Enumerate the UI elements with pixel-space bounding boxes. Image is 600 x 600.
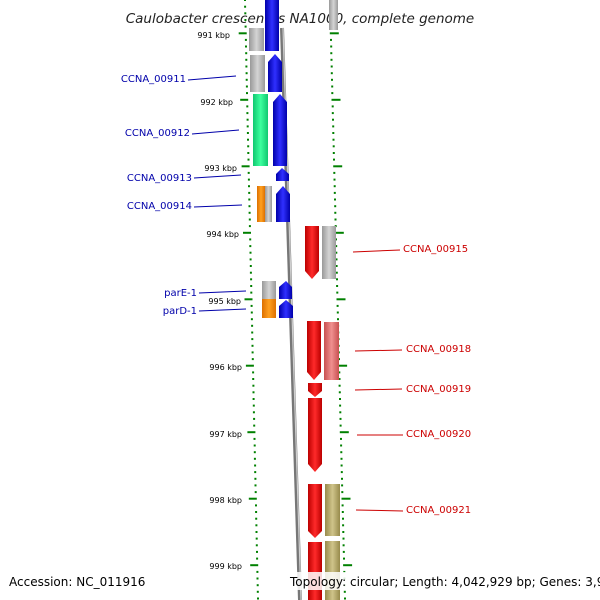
scale-labels: 991 kbp 992 kbp 993 kbp 994 kbp 995 kbp … (197, 31, 242, 571)
scale-label: 996 kbp (209, 363, 242, 372)
scale-label: 999 kbp (209, 562, 242, 571)
leader-line (354, 349, 403, 352)
gene-labels: CCNA_00911 CCNA_00912 CCNA_00913 CCNA_00… (121, 74, 471, 516)
leader-line (198, 290, 247, 294)
gene-arrow-reverse (308, 484, 322, 538)
leader-line (187, 75, 237, 81)
leader-line (191, 129, 240, 135)
gene-label[interactable]: CCNA_00918 (406, 344, 471, 355)
leader-line (355, 509, 404, 512)
gene-label[interactable]: parE-1 (164, 288, 197, 299)
feature-block-green (253, 94, 268, 166)
leader-line (352, 249, 401, 253)
forward-feature-track (249, 28, 276, 318)
reverse-feature-track (322, 0, 340, 600)
gene-arrow-forward (265, 0, 279, 51)
feature-block-grey (322, 226, 336, 279)
feature-block-orange (262, 299, 276, 318)
feature-block-grey (249, 28, 264, 51)
feature-block-grey (329, 0, 338, 30)
scale-label: 997 kbp (209, 430, 242, 439)
topology-text: Topology: circular; Length: 4,042,929 bp… (289, 575, 600, 589)
scale-label: 995 kbp (208, 297, 241, 306)
gene-label[interactable]: CCNA_00915 (403, 244, 468, 255)
gene-arrow-forward (279, 300, 293, 318)
feature-block-grey (250, 55, 265, 92)
gene-label[interactable]: CCNA_00911 (121, 74, 186, 85)
scale-label: 993 kbp (204, 164, 237, 173)
feature-block-pink (324, 322, 339, 380)
label-leader-lines (187, 75, 404, 512)
leader-line (198, 308, 247, 312)
gene-arrow-reverse (305, 226, 319, 279)
gene-arrow-forward (273, 94, 287, 166)
feature-block-orange (257, 186, 265, 222)
scale-label: 998 kbp (209, 496, 242, 505)
gene-arrow-forward (276, 168, 289, 181)
gene-label[interactable]: CCNA_00913 (127, 173, 192, 184)
footer-text-backdrop (287, 572, 593, 590)
gene-arrow-reverse (308, 383, 322, 397)
leader-line (193, 204, 243, 208)
gene-label[interactable]: CCNA_00920 (406, 429, 471, 440)
gene-arrow-reverse (308, 398, 322, 472)
forward-gene-track (265, 0, 293, 318)
reverse-gene-track (305, 226, 322, 600)
leader-line (193, 174, 242, 179)
scale-label: 994 kbp (206, 230, 239, 239)
gene-label[interactable]: parD-1 (163, 306, 197, 317)
feature-block-grey (262, 281, 276, 299)
gene-label[interactable]: CCNA_00919 (406, 384, 471, 395)
accession-text: Accession: NC_011916 (9, 575, 145, 589)
gene-arrow-forward (276, 186, 290, 222)
gene-arrow-reverse (308, 542, 322, 600)
gene-label[interactable]: CCNA_00912 (125, 128, 190, 139)
inner-tick-ring (238, 0, 259, 600)
gene-arrow-reverse (307, 321, 321, 380)
gene-label[interactable]: CCNA_00914 (127, 201, 192, 212)
scale-label: 992 kbp (200, 98, 233, 107)
gene-arrow-forward (279, 281, 292, 299)
scale-label: 991 kbp (197, 31, 230, 40)
gene-label[interactable]: CCNA_00921 (406, 505, 471, 516)
feature-block-khaki (325, 541, 340, 600)
feature-block-grey (265, 186, 272, 222)
feature-block-khaki (325, 484, 340, 536)
map-title: Caulobacter crescentus NA1000, complete … (126, 11, 475, 27)
leader-line (354, 388, 403, 391)
gene-arrow-forward (268, 54, 282, 92)
